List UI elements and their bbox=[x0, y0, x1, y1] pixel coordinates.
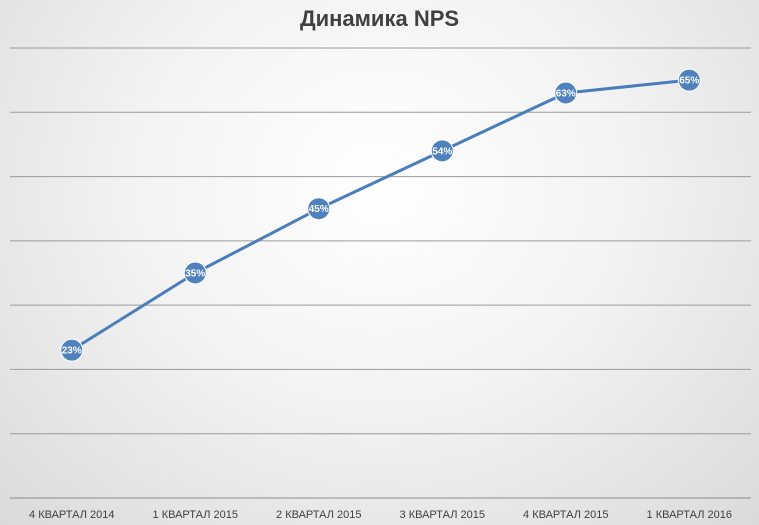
x-tick-label: 3 КВАРТАЛ 2015 bbox=[400, 509, 485, 521]
data-label: 63% bbox=[556, 89, 576, 100]
data-label: 45% bbox=[309, 204, 329, 215]
x-tick-label: 2 КВАРТАЛ 2015 bbox=[276, 509, 361, 521]
x-tick-label: 4 КВАРТАЛ 2015 bbox=[523, 509, 608, 521]
data-label: 35% bbox=[185, 269, 205, 280]
data-label: 65% bbox=[679, 76, 699, 87]
x-tick-label: 1 КВАРТАЛ 2016 bbox=[647, 509, 732, 521]
chart-title: Динамика NPS bbox=[299, 6, 460, 31]
data-point-marker bbox=[677, 68, 701, 92]
data-point-marker bbox=[307, 197, 331, 221]
data-label: 54% bbox=[432, 146, 452, 157]
data-point-marker bbox=[430, 139, 454, 163]
data-label: 23% bbox=[62, 346, 82, 357]
series-line bbox=[70, 78, 691, 352]
data-point-marker bbox=[60, 338, 84, 362]
data-point-marker bbox=[554, 81, 578, 105]
x-tick-label: 1 КВАРТАЛ 2015 bbox=[153, 509, 238, 521]
x-tick-label: 4 КВАРТАЛ 2014 bbox=[29, 509, 114, 521]
data-point-marker bbox=[183, 261, 207, 285]
